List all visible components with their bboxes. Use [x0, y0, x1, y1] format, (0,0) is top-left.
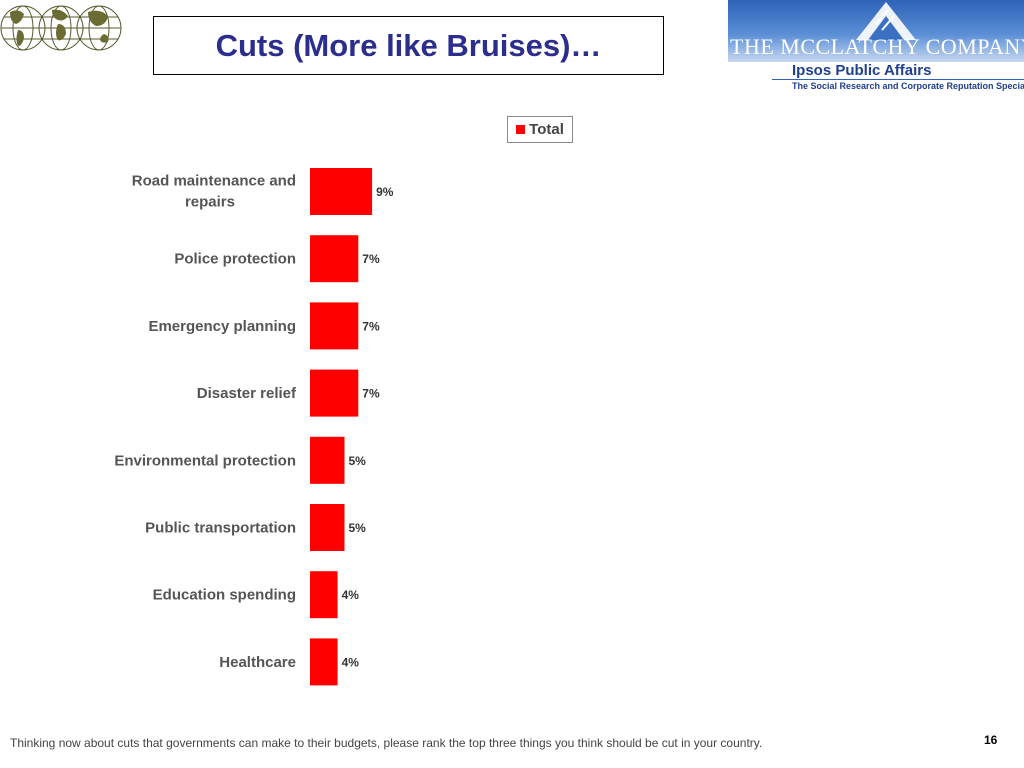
bar-2 — [310, 235, 359, 283]
category-label-5: Environmental protection — [114, 452, 296, 469]
bar-6 — [310, 504, 345, 551]
mountain-logo-icon — [856, 2, 916, 40]
bar-1 — [310, 168, 373, 215]
data-label-3: 7% — [362, 319, 380, 333]
bar-8 — [310, 638, 338, 686]
footnote: Thinking now about cuts that governments… — [10, 736, 763, 750]
bar-3 — [310, 302, 359, 350]
category-label-4: Disaster relief — [197, 385, 297, 402]
firm-tagline: The Social Research and Corporate Reputa… — [792, 81, 1024, 91]
globe-logo — [0, 0, 122, 58]
mcclatchy-banner: THE MCCLATCHY COMPANY — [728, 0, 1024, 62]
company-name: THE MCCLATCHY COMPANY — [730, 34, 1024, 59]
legend-label-total: Total — [529, 121, 564, 138]
bar-7 — [310, 571, 338, 619]
category-label-6: Public transportation — [145, 520, 296, 537]
bar-4 — [310, 369, 359, 417]
slide-title: Cuts (More like Bruises)… — [215, 27, 602, 63]
title-box: Cuts (More like Bruises)… — [153, 16, 664, 75]
brand-divider — [772, 79, 1024, 80]
page-number: 16 — [984, 733, 998, 747]
data-label-8: 4% — [342, 655, 360, 669]
bar-chart: 9% Road maintenance and repairs 7% Police pr… — [114, 168, 394, 686]
data-label-7: 4% — [342, 588, 360, 602]
chart-legend: Total — [507, 116, 573, 143]
category-label-3: Emergency planning — [148, 318, 296, 335]
data-label-6: 5% — [349, 521, 367, 535]
category-label-1: Road maintenance and repairs — [132, 173, 296, 211]
legend-swatch — [516, 125, 526, 134]
data-label-2: 7% — [362, 252, 380, 266]
firm-name: Ipsos Public Affairs — [792, 62, 932, 79]
data-label-5: 5% — [349, 454, 367, 468]
category-label-7: Education spending — [153, 587, 296, 604]
category-label-8: Healthcare — [219, 654, 296, 671]
data-label-4: 7% — [362, 387, 380, 401]
category-label-2: Police protection — [174, 251, 296, 268]
brand-block: THE MCCLATCHY COMPANY Ipsos Public Affai… — [728, 0, 1024, 96]
bar-5 — [310, 436, 345, 484]
data-label-1: 9% — [376, 185, 394, 199]
